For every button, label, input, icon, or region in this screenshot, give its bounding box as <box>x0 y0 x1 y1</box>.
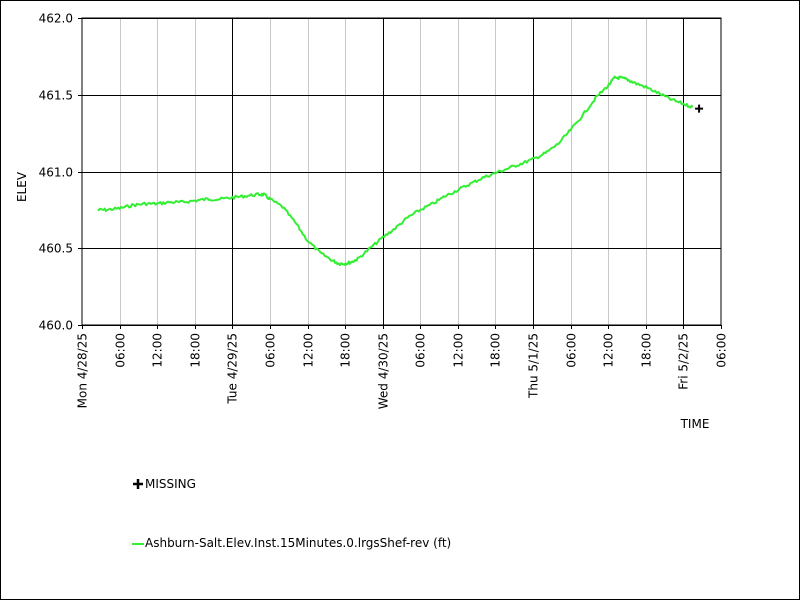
x-tick-label: 06:00 <box>114 333 128 368</box>
y-axis-ticks: 460.0 460.5 461.0 461.5 462.0 <box>39 12 82 333</box>
y-axis-label: ELEV <box>15 171 29 202</box>
series-line <box>97 75 694 266</box>
legend-missing-marker <box>133 479 143 489</box>
x-tick-label: Tue 4/29/25 <box>226 333 240 405</box>
y-tick-label: 462.0 <box>39 12 73 26</box>
y-tick-label: 460.0 <box>39 319 73 333</box>
legend-missing-label: MISSING <box>145 477 196 491</box>
x-axis-label: TIME <box>680 417 710 431</box>
x-tick-label: 12:00 <box>302 333 316 368</box>
minor-grid <box>120 18 647 325</box>
x-tick-label: 06:00 <box>264 333 278 368</box>
x-tick-label: Fri 5/2/25 <box>677 333 691 390</box>
x-tick-label: 18:00 <box>189 333 203 368</box>
x-tick-label: 12:00 <box>151 333 165 368</box>
x-axis-ticks: Mon 4/28/25 06:00 12:00 18:00 Tue 4/29/25 06:… <box>76 325 729 409</box>
series-group <box>97 75 694 266</box>
major-grid <box>82 18 721 326</box>
x-tick-label: Thu 5/1/25 <box>527 333 541 399</box>
x-tick-label: 18:00 <box>640 333 654 368</box>
x-tick-label: 06:00 <box>715 333 729 368</box>
missing-markers <box>695 104 704 113</box>
x-tick-label: 12:00 <box>452 333 466 368</box>
x-tick-label: 18:00 <box>339 333 353 368</box>
x-tick-label: 06:00 <box>414 333 428 368</box>
missing-point-marker <box>695 104 704 113</box>
x-tick-label: 18:00 <box>489 333 503 368</box>
plot-area-border <box>81 17 722 326</box>
legend-series-label: Ashburn-Salt.Elev.Inst.15Minutes.0.lrgsS… <box>145 536 452 550</box>
x-tick-label: Wed 4/30/25 <box>377 333 391 409</box>
y-tick-label: 461.5 <box>39 89 73 103</box>
x-tick-label: Mon 4/28/25 <box>76 333 90 408</box>
x-tick-label: 06:00 <box>565 333 579 368</box>
y-tick-label: 461.0 <box>39 166 73 180</box>
y-tick-label: 460.5 <box>39 242 73 256</box>
x-tick-label: 12:00 <box>602 333 616 368</box>
